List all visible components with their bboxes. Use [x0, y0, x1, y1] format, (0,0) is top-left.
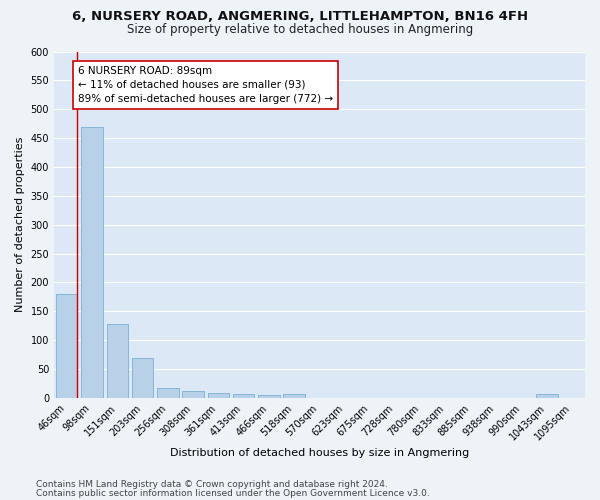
Bar — [107, 324, 128, 398]
Bar — [132, 358, 153, 398]
Text: Size of property relative to detached houses in Angmering: Size of property relative to detached ho… — [127, 22, 473, 36]
Bar — [283, 394, 305, 398]
Text: Contains HM Land Registry data © Crown copyright and database right 2024.: Contains HM Land Registry data © Crown c… — [36, 480, 388, 489]
Bar — [233, 394, 254, 398]
Bar — [81, 126, 103, 398]
Text: 6, NURSERY ROAD, ANGMERING, LITTLEHAMPTON, BN16 4FH: 6, NURSERY ROAD, ANGMERING, LITTLEHAMPTO… — [72, 10, 528, 23]
Text: 6 NURSERY ROAD: 89sqm
← 11% of detached houses are smaller (93)
89% of semi-deta: 6 NURSERY ROAD: 89sqm ← 11% of detached … — [78, 66, 333, 104]
Bar — [56, 294, 77, 398]
Bar — [182, 391, 204, 398]
Bar — [208, 394, 229, 398]
Bar — [536, 394, 558, 398]
Bar — [258, 395, 280, 398]
X-axis label: Distribution of detached houses by size in Angmering: Distribution of detached houses by size … — [170, 448, 469, 458]
Text: Contains public sector information licensed under the Open Government Licence v3: Contains public sector information licen… — [36, 488, 430, 498]
Bar — [157, 388, 179, 398]
Y-axis label: Number of detached properties: Number of detached properties — [15, 137, 25, 312]
